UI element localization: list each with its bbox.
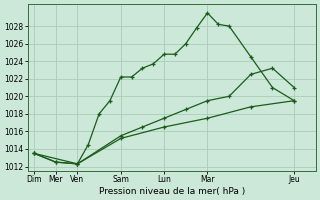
X-axis label: Pression niveau de la mer( hPa ): Pression niveau de la mer( hPa ) — [99, 187, 245, 196]
